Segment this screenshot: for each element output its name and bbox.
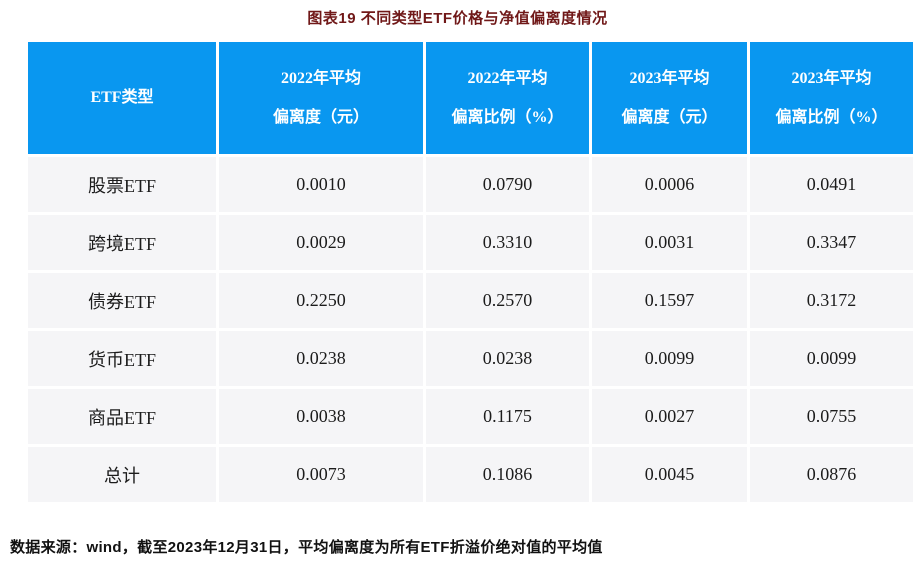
table-row: 商品ETF 0.0038 0.1175 0.0027 0.0755 <box>28 389 913 444</box>
column-header-label-line1: 2022年平均 <box>467 69 548 87</box>
table-cell: 0.2570 <box>426 273 589 328</box>
column-header-label-line2: 偏离比例（%） <box>451 109 564 126</box>
table-cell: 0.0031 <box>592 215 747 270</box>
data-source-note: 数据来源：wind，截至2023年12月31日，平均偏离度为所有ETF折溢价绝对… <box>10 539 603 556</box>
table-cell: 0.3172 <box>750 273 913 328</box>
table-cell: 0.0010 <box>219 157 423 212</box>
column-header-label-line2: 偏离比例（%） <box>775 109 888 126</box>
table-cell: 0.0027 <box>592 389 747 444</box>
table-cell: 0.0876 <box>750 447 913 502</box>
table-cell: 0.1086 <box>426 447 589 502</box>
column-header-2022-ratio: 2022年平均 偏离比例（%） <box>426 42 589 154</box>
column-header-label-line1: 2023年平均 <box>791 69 872 87</box>
table-cell: 0.0755 <box>750 389 913 444</box>
column-header-label-line1: 2023年平均 <box>629 69 710 87</box>
column-header-etf-type: ETF类型 <box>28 42 216 154</box>
table-cell: 0.1597 <box>592 273 747 328</box>
etf-deviation-table: ETF类型 2022年平均 偏离度（元） 2022年平均 偏离比例（%） <box>25 39 915 505</box>
table-row: 债券ETF 0.2250 0.2570 0.1597 0.3172 <box>28 273 913 328</box>
table-row-total: 总计 0.0073 0.1086 0.0045 0.0876 <box>28 447 913 502</box>
table-cell: 0.2250 <box>219 273 423 328</box>
table-cell: 0.3310 <box>426 215 589 270</box>
column-header-label-line2: 偏离度（元） <box>272 109 369 126</box>
table-cell: 0.0790 <box>426 157 589 212</box>
table-cell: 0.0006 <box>592 157 747 212</box>
table-cell: 0.0038 <box>219 389 423 444</box>
table-cell: 0.0238 <box>426 331 589 386</box>
table-cell: 0.0491 <box>750 157 913 212</box>
column-header-2023-ratio: 2023年平均 偏离比例（%） <box>750 42 913 154</box>
table-cell: 0.0099 <box>750 331 913 386</box>
table-cell: 0.3347 <box>750 215 913 270</box>
column-header-label: ETF类型 <box>90 89 154 107</box>
column-header-label-line1: 2022年平均 <box>280 69 361 87</box>
column-header-label-line2: 偏离度（元） <box>621 109 718 126</box>
row-label-cell: 货币ETF <box>28 331 216 386</box>
row-label-cell: 跨境ETF <box>28 215 216 270</box>
table-row: 股票ETF 0.0010 0.0790 0.0006 0.0491 <box>28 157 913 212</box>
table-cell: 0.0029 <box>219 215 423 270</box>
chart-title: 图表19 不同类型ETF价格与净值偏离度情况 <box>307 10 608 27</box>
row-label-cell: 商品ETF <box>28 389 216 444</box>
column-header-2023-deviation: 2023年平均 偏离度（元） <box>592 42 747 154</box>
row-label-cell: 债券ETF <box>28 273 216 328</box>
table-row: 货币ETF 0.0238 0.0238 0.0099 0.0099 <box>28 331 913 386</box>
row-label-cell: 总计 <box>28 447 216 502</box>
table-cell: 0.1175 <box>426 389 589 444</box>
table-cell: 0.0238 <box>219 331 423 386</box>
row-label-cell: 股票ETF <box>28 157 216 212</box>
table-row: 跨境ETF 0.0029 0.3310 0.0031 0.3347 <box>28 215 913 270</box>
table-cell: 0.0073 <box>219 447 423 502</box>
table-cell: 0.0045 <box>592 447 747 502</box>
table-cell: 0.0099 <box>592 331 747 386</box>
table-header-row: ETF类型 2022年平均 偏离度（元） 2022年平均 偏离比例（%） <box>28 42 913 154</box>
column-header-2022-deviation: 2022年平均 偏离度（元） <box>219 42 423 154</box>
